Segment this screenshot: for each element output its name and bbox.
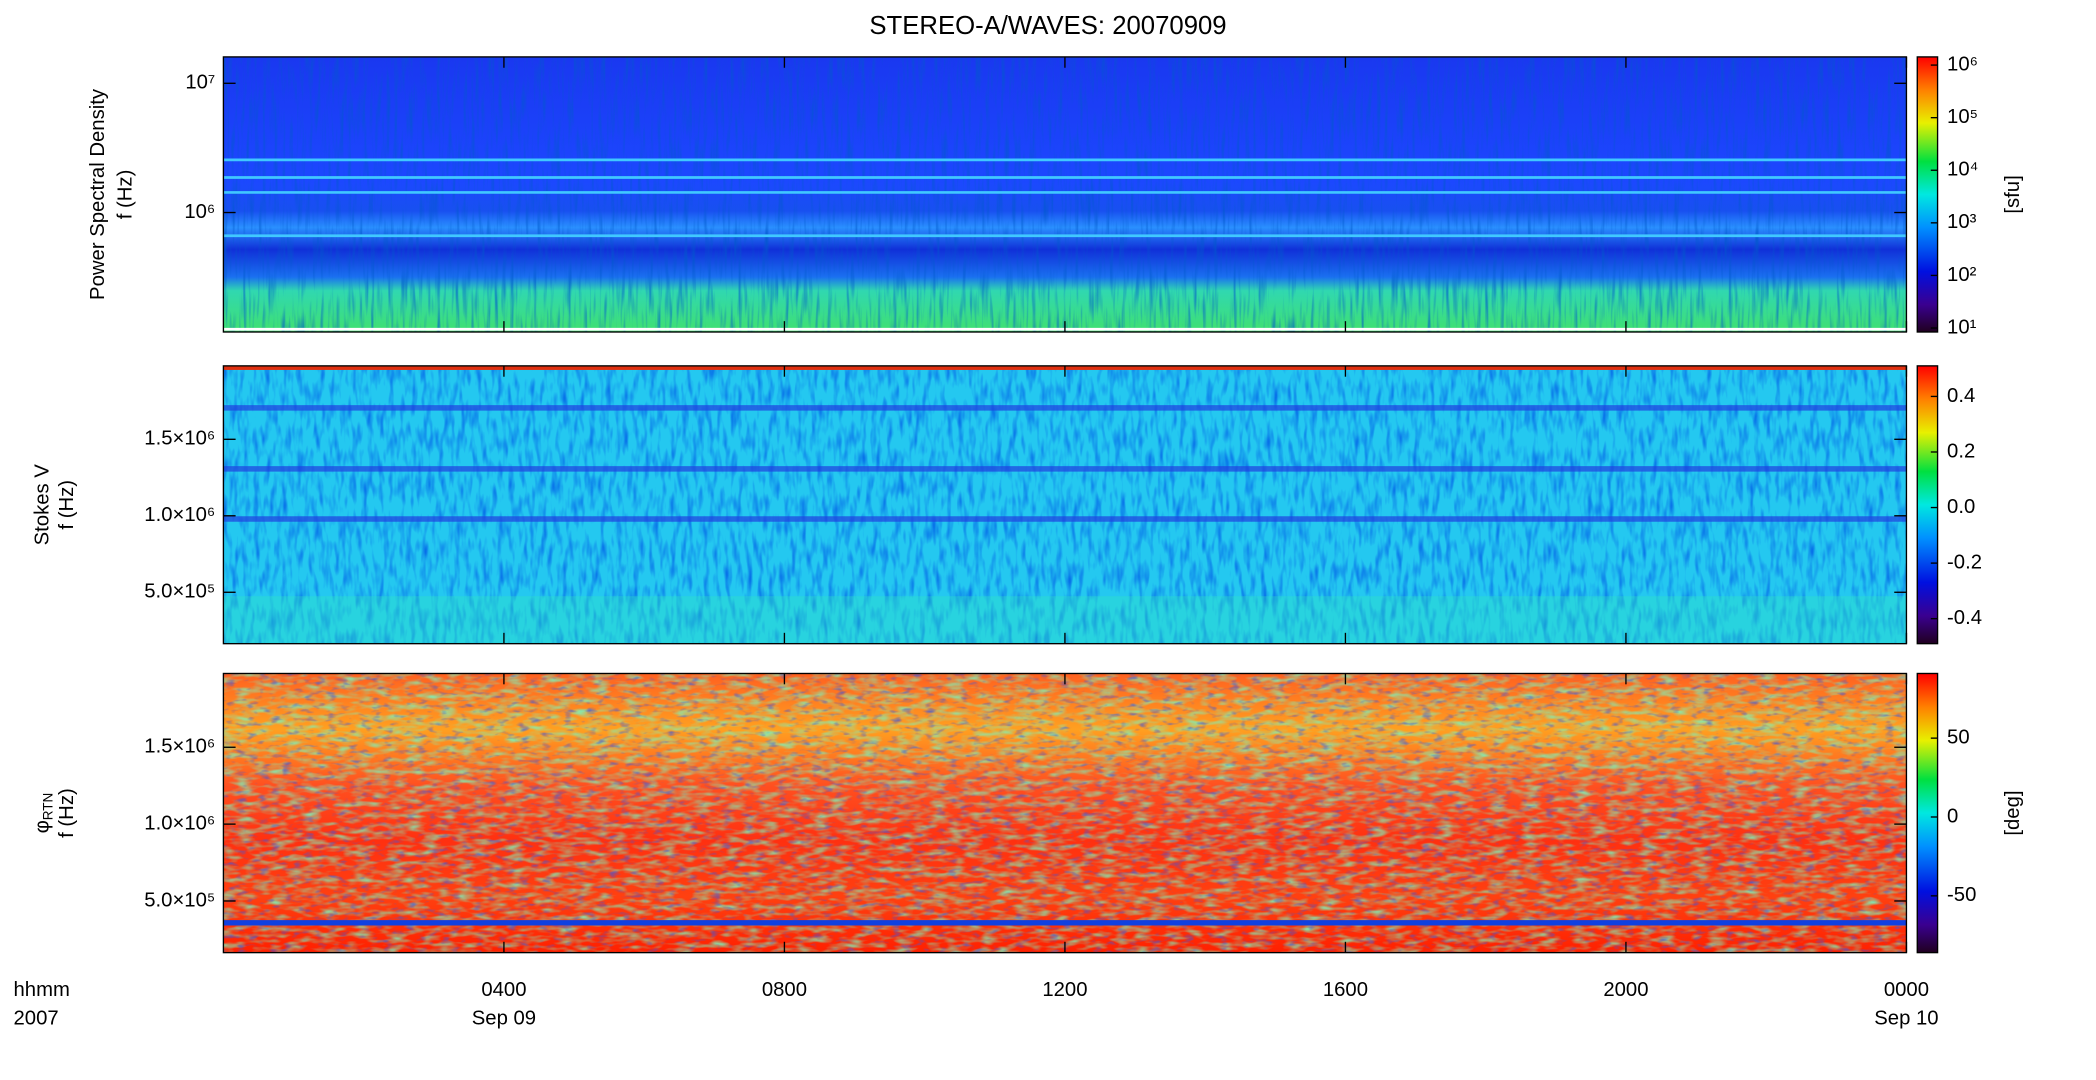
colorbar-tick-label: 10¹ (1947, 316, 1977, 338)
x-tick-label: 0800 (762, 979, 807, 1001)
y-tick-label: 1.5×10⁶ (144, 428, 215, 450)
bands (223, 405, 1907, 522)
x-tick-label: 1600 (1323, 979, 1368, 1001)
colorbar-tick-label: 0 (1947, 805, 1958, 827)
x-date-label: Sep 10 (1874, 1007, 1938, 1029)
colorbar (1916, 365, 1939, 645)
colorbar-tick-label: 50 (1947, 726, 1970, 748)
colorbar (1916, 56, 1939, 333)
y-axis-label: f (Hz) (56, 788, 78, 838)
y-tick-label: 5.0×10⁵ (144, 889, 215, 911)
texture (223, 365, 1907, 644)
y-axis-label: f (Hz) (56, 480, 78, 530)
x-date-label: Sep 09 (472, 1007, 536, 1029)
colorbar-tick-label: 0.2 (1947, 440, 1975, 462)
colorbar-tick-label: 10⁴ (1947, 159, 1978, 181)
y-axis-label-subscript: RTN (40, 793, 55, 821)
bands (223, 158, 1907, 238)
texture (223, 56, 1907, 332)
colorbar-label: [sfu] (2002, 175, 2024, 213)
colorbar (1916, 672, 1939, 954)
x-tick-label: 0000 (1884, 979, 1929, 1001)
y-tick-label: 5.0×10⁵ (144, 581, 215, 603)
y-tick-label: 10⁷ (185, 72, 215, 94)
y-axis-label: φRTN (32, 793, 56, 834)
y-tick-label: 1.0×10⁶ (144, 812, 215, 834)
colorbar-tick-label: -50 (1947, 884, 1976, 906)
colorbar-tick-label: 10⁶ (1947, 53, 1978, 75)
texture (223, 673, 1907, 953)
colorbar-tick-label: 10² (1947, 264, 1977, 286)
year-label: 2007 (14, 1007, 59, 1029)
y-axis-label: Power Spectral Density (87, 88, 109, 300)
x-axis-label: hhmm (14, 979, 70, 1001)
y-tick-label: 1.0×10⁶ (144, 504, 215, 526)
spectrogram-textures (223, 56, 1907, 953)
x-tick-label: 1200 (1042, 979, 1087, 1001)
x-tick-label: 2000 (1603, 979, 1648, 1001)
y-tick-label: 1.5×10⁶ (144, 736, 215, 758)
chart-title: STEREO-A/WAVES: 20070909 (869, 12, 1226, 40)
colorbar-tick-label: 10³ (1947, 211, 1977, 233)
colorbar-tick-label: 10⁵ (1947, 106, 1978, 128)
colorbar-tick-label: -0.2 (1947, 551, 1982, 573)
y-axis-label: f (Hz) (114, 170, 136, 220)
y-tick-label: 10⁶ (184, 201, 215, 223)
colorbar-label: [deg] (2002, 790, 2024, 835)
x-tick-label: 0400 (481, 979, 526, 1001)
colorbar-tick-label: -0.4 (1947, 607, 1982, 629)
colorbar-tick-label: 0.4 (1947, 385, 1975, 407)
colorbar-tick-label: 0.0 (1947, 496, 1975, 518)
y-axis-label: Stokes V (32, 464, 54, 546)
